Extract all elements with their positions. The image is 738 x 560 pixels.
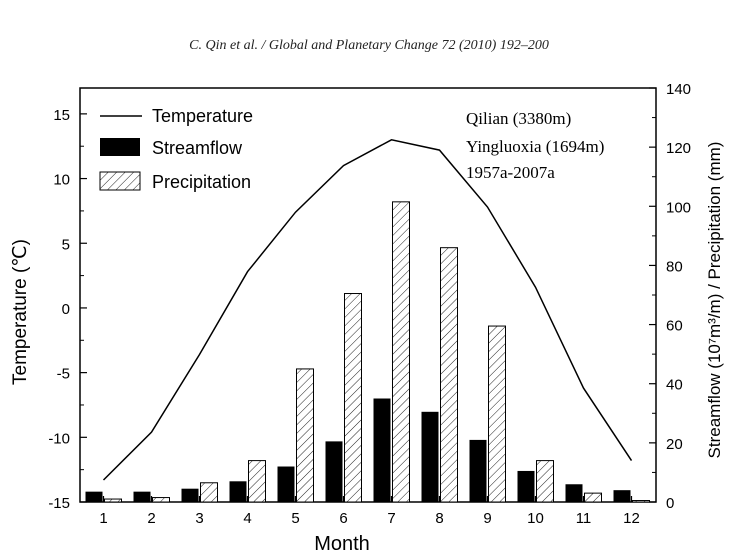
precipitation-bar-10 — [536, 460, 554, 503]
x-tick-label-12: 12 — [623, 510, 640, 527]
legend-temperature-label: Temperature — [152, 106, 253, 126]
x-tick-label-3: 3 — [195, 510, 203, 527]
y-left-tick-label--15: -15 — [48, 495, 70, 512]
precipitation-bar-5 — [296, 368, 314, 503]
y-left-tick-label--5: -5 — [57, 366, 70, 383]
legend: Temperature Streamflow Precipitation — [99, 106, 253, 192]
x-tick-label-9: 9 — [483, 510, 491, 527]
streamflow-bar-3 — [181, 488, 199, 502]
x-tick-label-5: 5 — [291, 510, 299, 527]
precipitation-bar-8 — [440, 247, 458, 503]
legend-streamflow-swatch — [100, 138, 140, 156]
precipitation-bar-12 — [632, 500, 650, 503]
streamflow-bar-11 — [565, 484, 583, 502]
x-tick-label-1: 1 — [99, 510, 107, 527]
x-tick-label-11: 11 — [576, 510, 592, 527]
y-left-tick-label-0: 0 — [62, 301, 70, 318]
y-right-tick-label-60: 60 — [666, 318, 683, 335]
x-tick-label-4: 4 — [243, 510, 251, 527]
x-tick-label-6: 6 — [339, 510, 347, 527]
y-right-tick-label-100: 100 — [666, 199, 691, 216]
x-axis-title: Month — [314, 533, 370, 555]
x-tick-label-8: 8 — [435, 510, 443, 527]
y-left-tick-label-10: 10 — [53, 172, 70, 189]
y-right-tick-label-80: 80 — [666, 258, 683, 275]
streamflow-bar-6 — [325, 441, 343, 502]
precipitation-bar-9 — [488, 325, 506, 503]
streamflow-bar-12 — [613, 490, 631, 502]
precipitation-bar-3 — [200, 482, 218, 503]
temperature-line — [102, 139, 633, 481]
x-tick-label-10: 10 — [527, 510, 544, 527]
streamflow-bar-4 — [229, 481, 247, 502]
x-tick-label-2: 2 — [147, 510, 155, 527]
annotation-yingluoxia: Yingluoxia (1694m) — [466, 137, 604, 156]
streamflow-bar-1 — [85, 491, 103, 502]
precipitation-bar-11 — [584, 492, 602, 503]
x-tick-label-7: 7 — [387, 510, 395, 527]
y-left-tick-label-5: 5 — [62, 236, 70, 253]
streamflow-bar-7 — [373, 398, 391, 502]
precipitation-bar-4 — [248, 460, 266, 503]
streamflow-bar-5 — [277, 466, 295, 502]
citation-header: C. Qin et al. / Global and Planetary Cha… — [189, 38, 549, 53]
y-left-tick-label--10: -10 — [48, 430, 70, 447]
y-axis-left-title: Temperature (℃) — [10, 239, 31, 385]
legend-streamflow-label: Streamflow — [152, 138, 243, 158]
annotation-period: 1957a-2007a — [466, 163, 555, 182]
legend-precipitation-label: Precipitation — [152, 172, 251, 192]
annotation-block: Qilian (3380m) Yingluoxia (1694m) 1957a-… — [466, 109, 604, 182]
y-right-tick-label-0: 0 — [666, 495, 674, 512]
y-right-tick-label-20: 20 — [666, 436, 683, 453]
bars-group — [85, 201, 650, 503]
precipitation-bar-7 — [392, 201, 410, 503]
precipitation-bar-6 — [344, 293, 362, 503]
streamflow-bar-10 — [517, 470, 535, 502]
y-right-tick-label-120: 120 — [666, 140, 691, 157]
precipitation-bar-2 — [152, 497, 170, 503]
ticks-group: 1 2 3 4 5 6 7 8 9 10 11 12-15-10-505101502040608010… — [48, 81, 691, 527]
annotation-qilian: Qilian (3380m) — [466, 109, 571, 128]
y-right-tick-label-40: 40 — [666, 377, 683, 394]
y-right-tick-label-140: 140 — [666, 81, 691, 98]
y-axis-right-title: Streamflow (10⁷m³/m) / Precipitation (mm… — [705, 142, 724, 459]
streamflow-bar-9 — [469, 439, 487, 502]
streamflow-bar-2 — [133, 491, 151, 502]
precipitation-bar-1 — [104, 498, 122, 503]
legend-precipitation-swatch — [99, 171, 141, 191]
streamflow-bar-8 — [421, 411, 439, 502]
y-left-tick-label-15: 15 — [53, 107, 70, 124]
